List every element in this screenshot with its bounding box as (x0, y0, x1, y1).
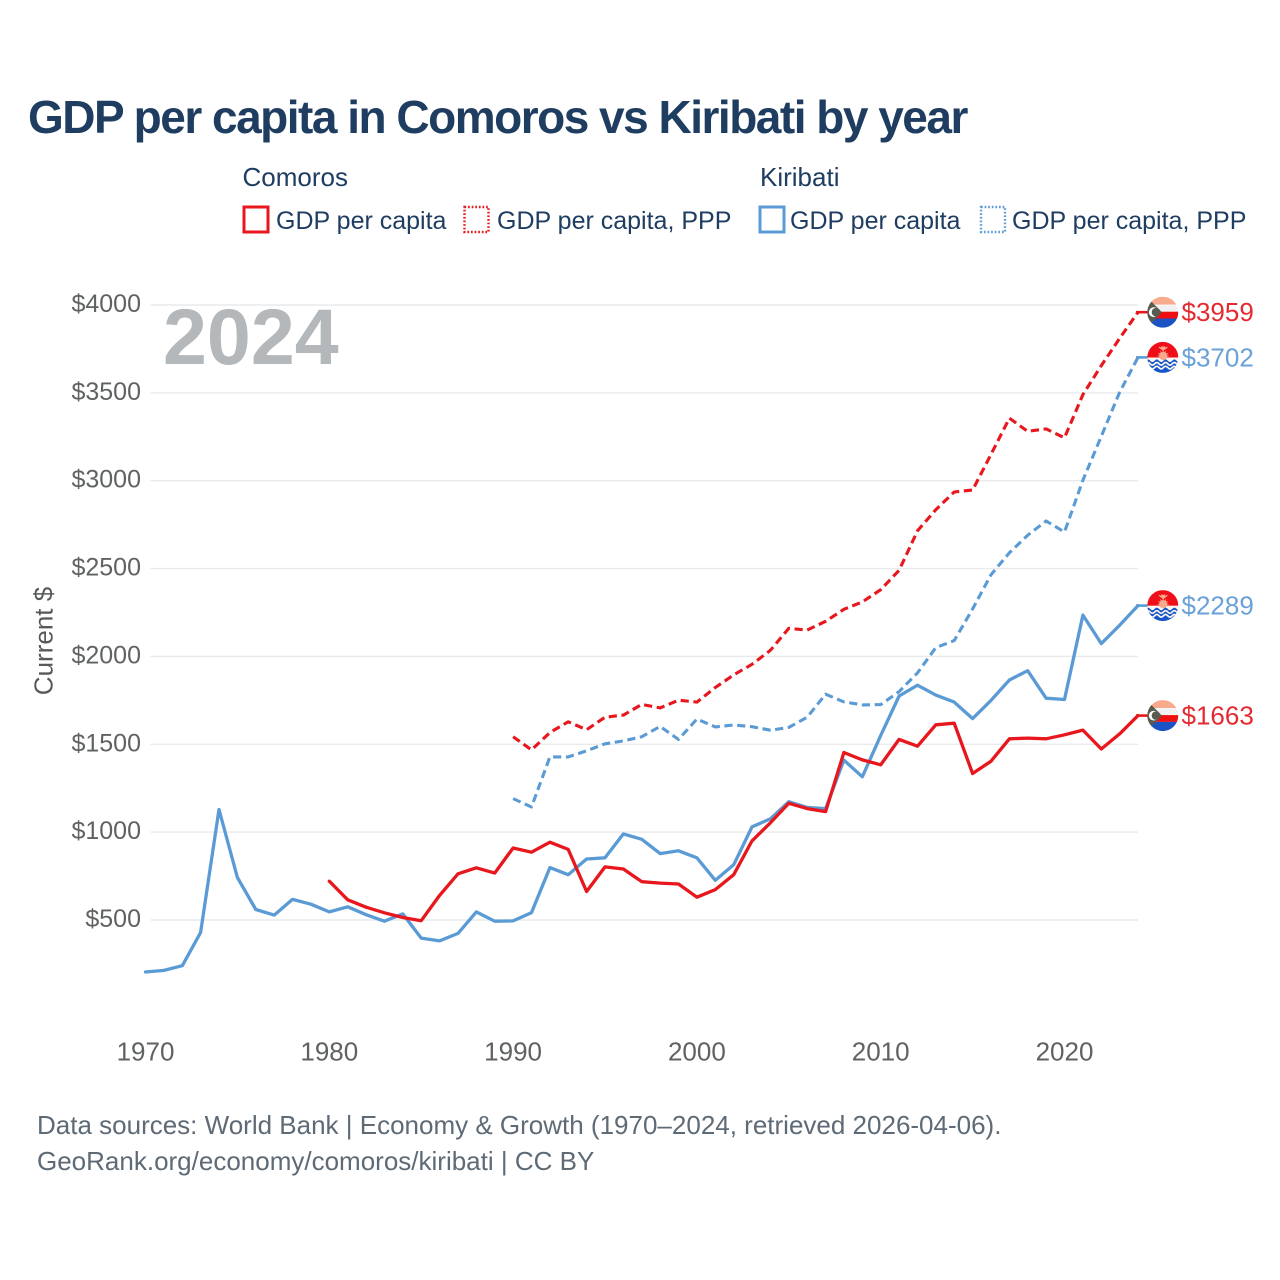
svg-text:Data sources: World Bank | Eco: Data sources: World Bank | Economy & Gro… (37, 1110, 1001, 1140)
svg-text:1980: 1980 (300, 1037, 358, 1067)
svg-text:2024: 2024 (163, 292, 339, 381)
svg-text:1990: 1990 (484, 1037, 542, 1067)
svg-text:2020: 2020 (1036, 1037, 1094, 1067)
svg-text:$2500: $2500 (71, 554, 141, 582)
svg-text:GDP per capita, PPP: GDP per capita, PPP (1012, 207, 1246, 235)
svg-text:Current $: Current $ (29, 586, 59, 695)
svg-text:$2289: $2289 (1182, 591, 1254, 621)
svg-text:$2000: $2000 (71, 641, 141, 669)
svg-text:$1500: $1500 (71, 729, 141, 757)
svg-text:$1000: $1000 (71, 817, 141, 845)
svg-text:$3000: $3000 (71, 466, 141, 494)
svg-text:2010: 2010 (852, 1037, 910, 1067)
svg-text:$1663: $1663 (1182, 701, 1254, 731)
svg-text:GDP per capita, PPP: GDP per capita, PPP (497, 207, 731, 235)
svg-text:GDP per capita: GDP per capita (790, 207, 961, 235)
svg-text:$3959: $3959 (1182, 297, 1254, 327)
svg-text:GDP per capita: GDP per capita (276, 207, 447, 235)
svg-text:$3500: $3500 (71, 378, 141, 406)
svg-text:2000: 2000 (668, 1037, 726, 1067)
svg-text:1970: 1970 (117, 1037, 175, 1067)
svg-text:GDP per capita in Comoros vs K: GDP per capita in Comoros vs Kiribati by… (28, 91, 968, 143)
svg-text:GeoRank.org/economy/comoros/ki: GeoRank.org/economy/comoros/kiribati | C… (37, 1146, 594, 1176)
svg-text:Comoros: Comoros (243, 162, 348, 192)
svg-text:$4000: $4000 (71, 290, 141, 318)
svg-text:$500: $500 (85, 905, 141, 933)
svg-text:$3702: $3702 (1182, 342, 1254, 372)
svg-text:Kiribati: Kiribati (760, 162, 839, 192)
